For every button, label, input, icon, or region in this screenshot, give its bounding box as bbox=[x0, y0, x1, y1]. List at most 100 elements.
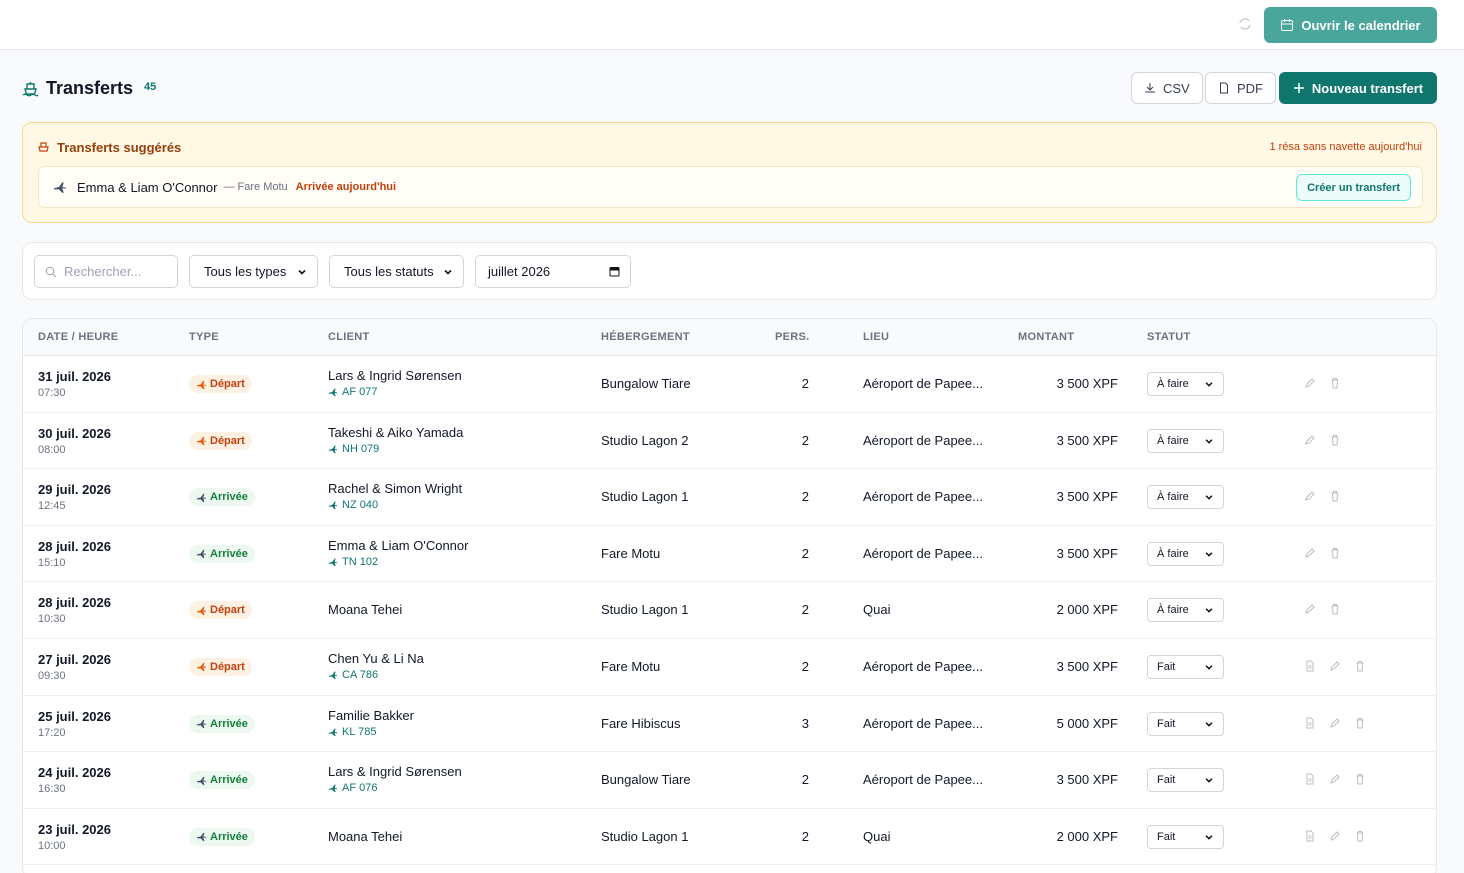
type-icon bbox=[196, 719, 207, 729]
flight-number: TN 102 bbox=[328, 556, 378, 568]
status-select[interactable]: À faire bbox=[1147, 428, 1224, 453]
title-icon bbox=[22, 82, 39, 97]
edit-icon[interactable] bbox=[1304, 603, 1316, 615]
flight-icon bbox=[328, 445, 338, 453]
flight-icon bbox=[328, 501, 338, 510]
status-select[interactable]: Fait bbox=[1147, 824, 1224, 849]
delete-icon[interactable] bbox=[1329, 490, 1341, 502]
type-label: Arrivée bbox=[210, 830, 248, 843]
delete-icon[interactable] bbox=[1329, 547, 1341, 559]
type-badge: Arrivée bbox=[189, 827, 255, 846]
table-row: 23 juil. 2026 10:00 Arrivée Moana Tehei Stud… bbox=[23, 809, 1436, 866]
flight-icon bbox=[328, 388, 338, 397]
csv-button[interactable]: CSV bbox=[1131, 72, 1203, 104]
page-header: Transferts 45 CSV PDF Nouveau transfert bbox=[22, 72, 1437, 104]
amount: 2 000 XPF bbox=[1056, 602, 1118, 618]
place: Aéroport de Papee... bbox=[863, 658, 983, 674]
row-actions bbox=[1304, 377, 1341, 389]
time: 16:30 bbox=[38, 783, 66, 796]
edit-icon[interactable] bbox=[1329, 830, 1341, 842]
flight-number: CA 786 bbox=[328, 669, 378, 681]
status-value: À faire bbox=[1157, 547, 1189, 560]
table-row: 30 juil. 2026 08:00 Départ Takeshi & Aiko Y… bbox=[23, 413, 1436, 470]
column-header: MONTANT bbox=[1018, 331, 1075, 343]
place: Aéroport de Papee... bbox=[863, 432, 983, 448]
delete-icon[interactable] bbox=[1329, 434, 1341, 446]
row-actions bbox=[1304, 773, 1366, 785]
chevron bbox=[1205, 834, 1213, 840]
time: 17:20 bbox=[38, 726, 66, 739]
type-icon bbox=[196, 833, 207, 842]
persons: 2 bbox=[801, 602, 809, 618]
status-value: Fait bbox=[1157, 717, 1176, 730]
document-icon[interactable] bbox=[1304, 830, 1316, 842]
row-actions bbox=[1304, 830, 1366, 842]
calendar-icon bbox=[609, 267, 620, 277]
type-label: Départ bbox=[210, 378, 245, 390]
suggestions-note: 1 résa sans navette aujourd'hui bbox=[1269, 141, 1422, 153]
table-row: 28 juil. 2026 15:10 Arrivée Emma & Liam O'C… bbox=[23, 526, 1436, 583]
column-header: CLIENT bbox=[328, 331, 370, 343]
amount: 3 500 XPF bbox=[1056, 545, 1118, 561]
document-icon[interactable] bbox=[1304, 717, 1316, 729]
delete-icon[interactable] bbox=[1329, 377, 1341, 389]
time: 10:30 bbox=[38, 613, 66, 626]
delete-icon[interactable] bbox=[1354, 773, 1366, 785]
chevron bbox=[1205, 438, 1213, 444]
search-input[interactable]: Rechercher... bbox=[34, 255, 178, 288]
edit-icon[interactable] bbox=[1304, 490, 1316, 502]
type-badge: Arrivée bbox=[189, 488, 255, 507]
suggestions-panel: Transferts suggérés 1 résa sans navette … bbox=[22, 122, 1437, 223]
date: 24 juil. 2026 bbox=[38, 765, 111, 781]
search-placeholder: Rechercher... bbox=[64, 264, 142, 279]
status-select-value: Tous les statuts bbox=[344, 264, 434, 279]
type-badge: Arrivée bbox=[189, 771, 255, 790]
row-actions bbox=[1304, 717, 1366, 729]
type-icon bbox=[196, 550, 207, 559]
status-select[interactable]: À faire bbox=[1147, 541, 1224, 566]
new-transfer-button[interactable]: Nouveau transfert bbox=[1279, 72, 1437, 104]
status-select[interactable]: À faire bbox=[1147, 598, 1224, 623]
document-icon[interactable] bbox=[1304, 773, 1316, 785]
refresh-icon[interactable] bbox=[1238, 17, 1252, 31]
new-transfer-label: Nouveau transfert bbox=[1311, 80, 1424, 96]
lodging: Fare Motu bbox=[601, 545, 661, 561]
edit-icon[interactable] bbox=[1329, 717, 1341, 729]
edit-icon[interactable] bbox=[1329, 660, 1341, 672]
type-label: Arrivée bbox=[210, 717, 248, 730]
persons: 2 bbox=[801, 772, 809, 788]
calendar-button[interactable]: Ouvrir le calendrier bbox=[1264, 7, 1437, 43]
status-value: Fait bbox=[1157, 774, 1176, 787]
amount: 3 500 XPF bbox=[1056, 376, 1118, 391]
suggestions-title: Transferts suggérés bbox=[57, 140, 182, 155]
edit-icon[interactable] bbox=[1304, 377, 1316, 389]
status-select[interactable]: À faire bbox=[1147, 485, 1224, 510]
client-name: Takeshi & Aiko Yamada bbox=[328, 424, 464, 440]
delete-icon[interactable] bbox=[1354, 717, 1366, 729]
status-select[interactable]: Fait bbox=[1147, 768, 1224, 793]
create-transfer-button[interactable]: Créer un transfert bbox=[1296, 174, 1411, 201]
delete-icon[interactable] bbox=[1354, 830, 1366, 842]
month-input[interactable]: juillet 2026 bbox=[475, 255, 631, 288]
lodging: Fare Hibiscus bbox=[601, 715, 681, 731]
suggestion-client: Emma & Liam O'Connor bbox=[77, 179, 218, 195]
chevron bbox=[298, 269, 306, 275]
status-select[interactable]: Tous les statuts bbox=[329, 255, 464, 288]
document-icon[interactable] bbox=[1304, 660, 1316, 672]
delete-icon[interactable] bbox=[1354, 660, 1366, 672]
status-select[interactable]: Fait bbox=[1147, 654, 1224, 679]
time: 08:00 bbox=[38, 443, 66, 456]
filter-bar: Rechercher... Tous les types Tous les st… bbox=[22, 242, 1437, 300]
transfers-table: DATE / HEURE TYPE CLIENT HÉBERGEMENT PERS. LI… bbox=[22, 318, 1437, 873]
lodging: Studio Lagon 1 bbox=[601, 489, 689, 505]
edit-icon[interactable] bbox=[1304, 547, 1316, 559]
edit-icon[interactable] bbox=[1304, 434, 1316, 446]
status-select[interactable]: Fait bbox=[1147, 711, 1224, 736]
type-select[interactable]: Tous les types bbox=[189, 255, 318, 288]
chevron bbox=[1205, 721, 1213, 727]
flight-number: AF 076 bbox=[328, 782, 377, 794]
pdf-button[interactable]: PDF bbox=[1205, 72, 1276, 104]
edit-icon[interactable] bbox=[1329, 773, 1341, 785]
status-select[interactable]: À faire bbox=[1147, 372, 1224, 396]
delete-icon[interactable] bbox=[1329, 603, 1341, 615]
